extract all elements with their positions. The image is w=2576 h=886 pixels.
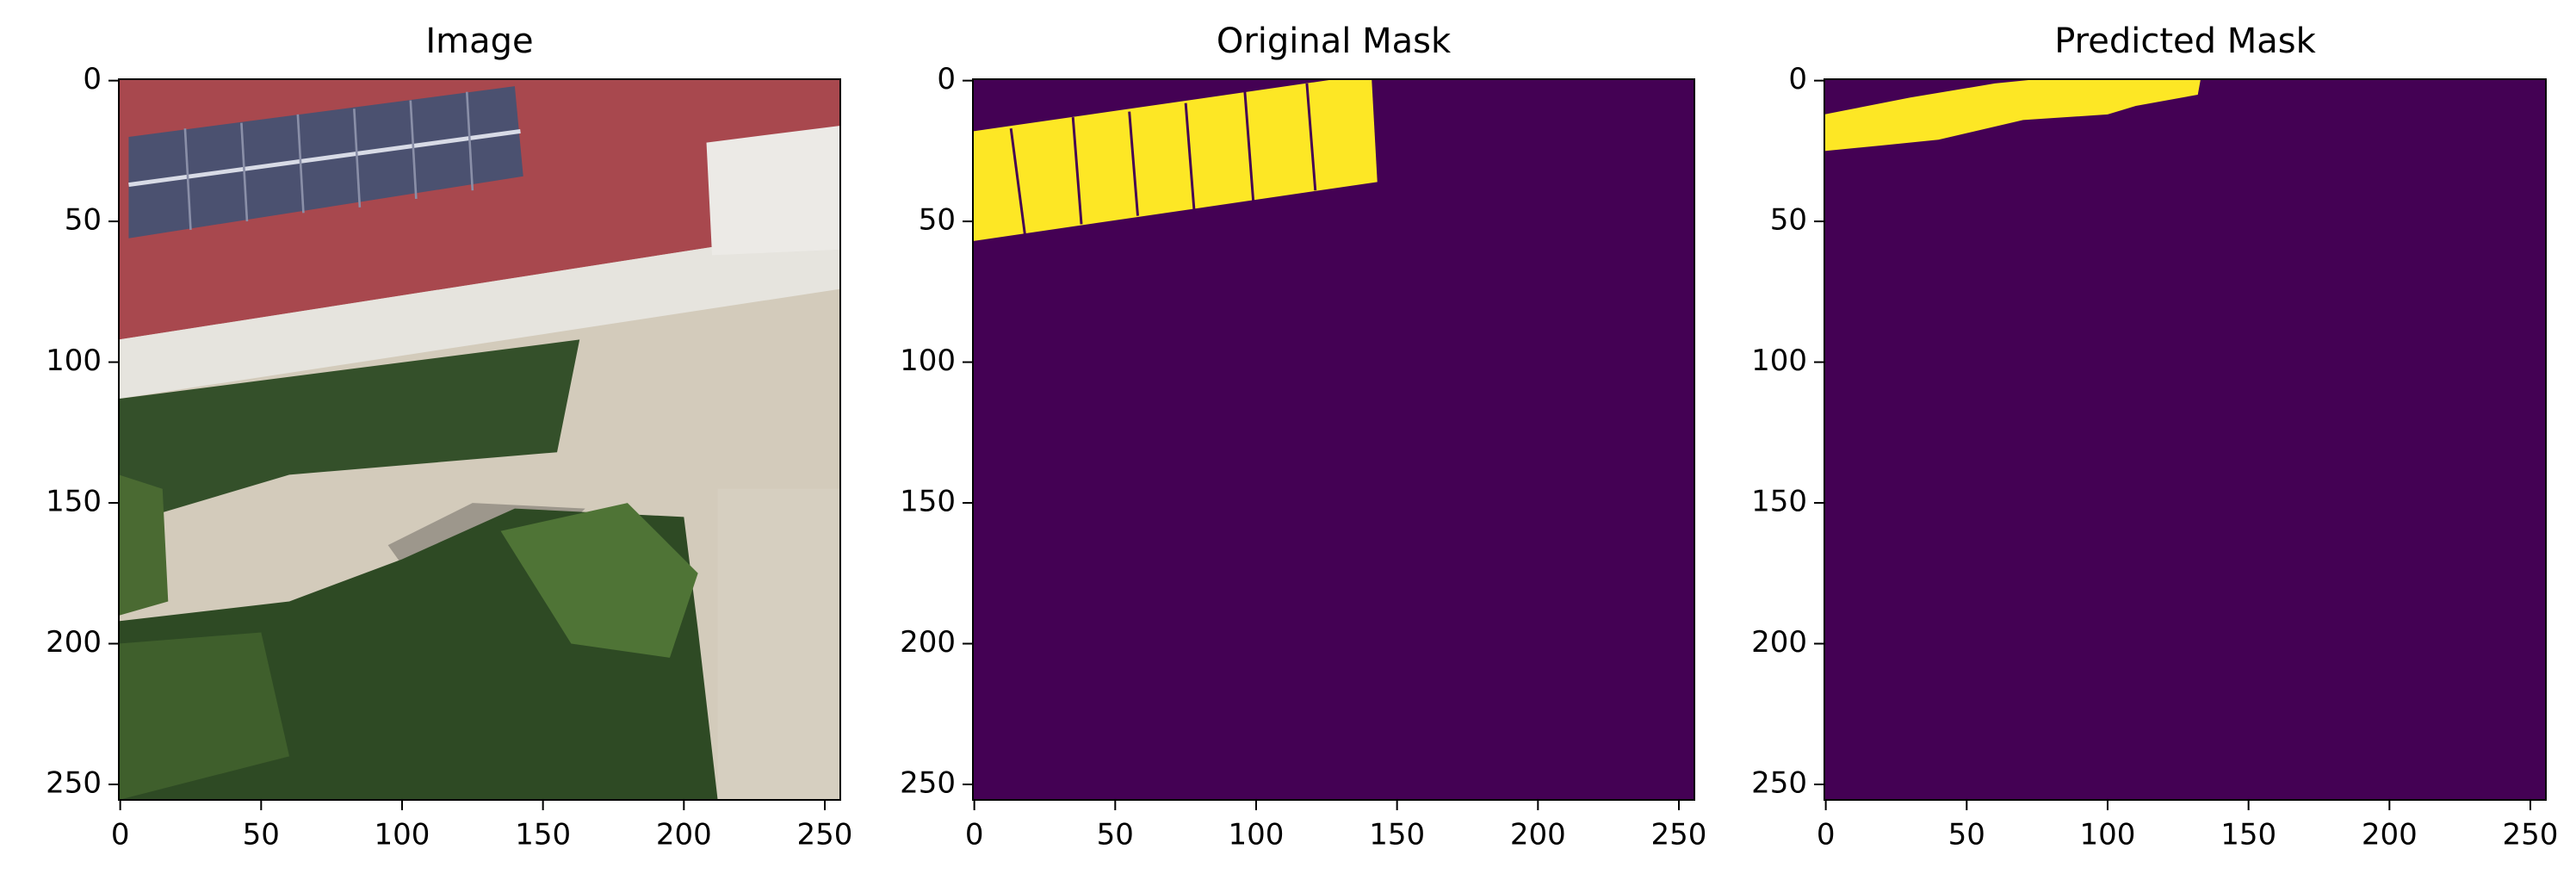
y-tick-label: 100 bbox=[1751, 344, 1807, 378]
y-tick-label: 50 bbox=[919, 203, 956, 238]
x-tick-label: 200 bbox=[656, 818, 712, 852]
y-tick-label: 250 bbox=[1751, 766, 1807, 801]
predicted-mask bbox=[1824, 79, 2546, 800]
original-mask bbox=[973, 79, 1694, 800]
panel-title: Image bbox=[425, 22, 533, 61]
axes-frame bbox=[118, 78, 841, 801]
x-tick-label: 100 bbox=[375, 818, 430, 852]
y-tick-label: 150 bbox=[1751, 485, 1807, 519]
x-tick-label: 0 bbox=[965, 818, 984, 852]
y-tick-label: 50 bbox=[65, 203, 102, 238]
y-tick-label: 200 bbox=[1751, 625, 1807, 660]
x-tick-label: 250 bbox=[2503, 818, 2559, 852]
y-tick-label: 50 bbox=[1770, 203, 1807, 238]
x-tick-label: 100 bbox=[1229, 818, 1285, 852]
x-tick-label: 0 bbox=[1817, 818, 1836, 852]
y-tick-label: 200 bbox=[46, 625, 102, 660]
y-tick-label: 250 bbox=[900, 766, 956, 801]
y-tick-label: 200 bbox=[900, 625, 956, 660]
x-tick-label: 150 bbox=[515, 818, 571, 852]
y-tick-label: 0 bbox=[83, 62, 102, 96]
axes-frame bbox=[1824, 78, 2547, 801]
x-tick-label: 50 bbox=[1097, 818, 1134, 852]
y-tick-label: 150 bbox=[46, 485, 102, 519]
aerial-image bbox=[119, 79, 840, 800]
y-tick-label: 0 bbox=[1788, 62, 1807, 96]
x-tick-label: 0 bbox=[111, 818, 130, 852]
panel-title: Predicted Mask bbox=[2054, 22, 2316, 61]
x-tick-label: 200 bbox=[2362, 818, 2418, 852]
y-tick-label: 100 bbox=[46, 344, 102, 378]
y-tick-label: 0 bbox=[937, 62, 956, 96]
x-tick-label: 200 bbox=[1510, 818, 1566, 852]
x-tick-label: 50 bbox=[1948, 818, 1985, 852]
x-tick-label: 150 bbox=[1369, 818, 1425, 852]
x-tick-label: 250 bbox=[1651, 818, 1707, 852]
axes-frame bbox=[972, 78, 1695, 801]
y-tick-label: 150 bbox=[900, 485, 956, 519]
panel-title: Original Mask bbox=[1217, 22, 1452, 61]
x-tick-label: 100 bbox=[2080, 818, 2136, 852]
x-tick-label: 50 bbox=[243, 818, 280, 852]
y-tick-label: 100 bbox=[900, 344, 956, 378]
y-tick-label: 250 bbox=[46, 766, 102, 801]
x-tick-label: 150 bbox=[2220, 818, 2276, 852]
x-tick-label: 250 bbox=[797, 818, 853, 852]
